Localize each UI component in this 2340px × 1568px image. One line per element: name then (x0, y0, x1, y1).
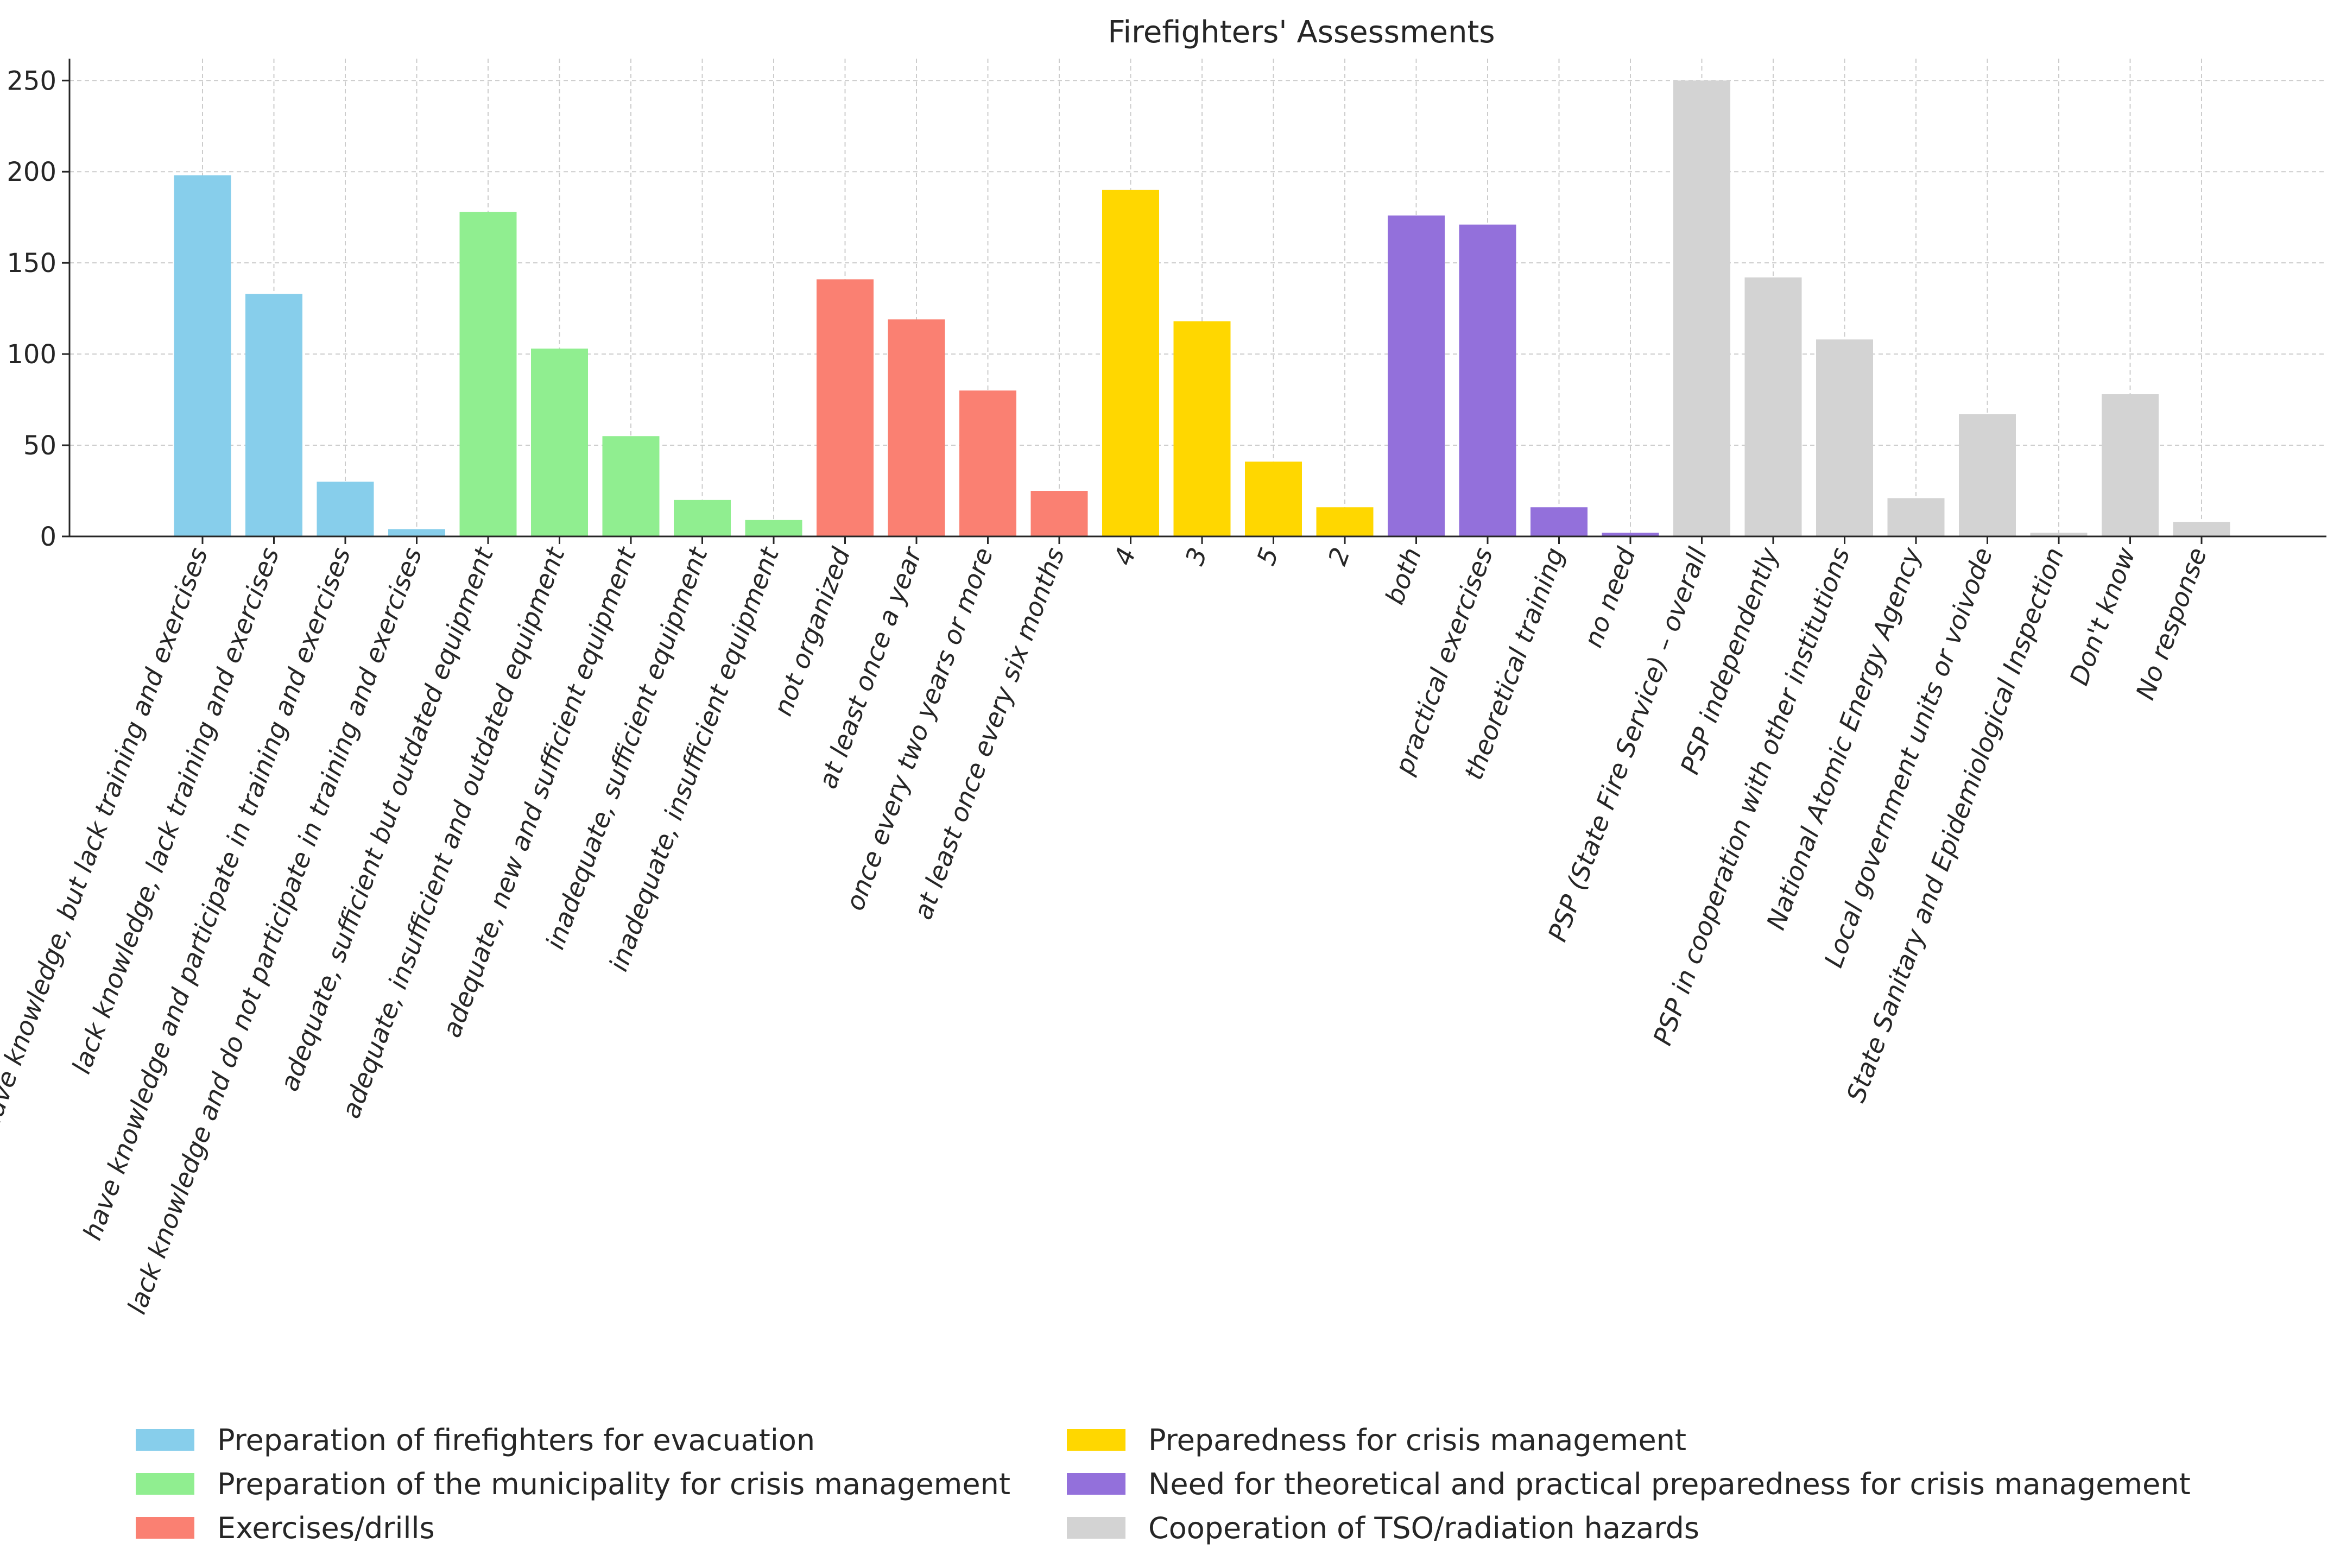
x-tick-label: have knowledge and participate in traini… (78, 544, 357, 1244)
bar (1887, 498, 1945, 536)
legend-swatch (136, 1517, 194, 1539)
bar (531, 349, 588, 536)
y-tick-label: 150 (7, 248, 56, 279)
y-tick-label: 200 (7, 157, 56, 187)
legend-swatch (1067, 1429, 1125, 1451)
bar (245, 294, 302, 536)
bar (1959, 414, 2016, 536)
bar (317, 482, 374, 536)
x-tick-label: both (1380, 544, 1427, 609)
legend-label: Preparation of the municipality for cris… (217, 1467, 1010, 1501)
bar (1816, 339, 1873, 536)
bar (1744, 277, 1802, 536)
x-tick-label: not organized (768, 543, 857, 719)
bar (888, 319, 945, 536)
legend-swatch (136, 1429, 194, 1451)
bars (174, 80, 2230, 537)
y-tick-label: 0 (40, 522, 56, 552)
x-tick-label: 2 (1323, 544, 1356, 570)
x-tick-label: 5 (1251, 544, 1285, 570)
x-tick-label: 4 (1109, 544, 1142, 570)
bar (602, 436, 660, 536)
y-tick-label: 50 (23, 431, 56, 461)
legend-label: Exercises/drills (217, 1511, 435, 1545)
bar (1316, 507, 1374, 536)
legend-label: Preparedness for crisis management (1148, 1423, 1686, 1457)
bar (1245, 461, 1302, 536)
chart-title: Firefighters' Assessments (1108, 15, 1495, 50)
bar (1531, 507, 1588, 536)
legend-swatch (136, 1473, 194, 1495)
bar (1388, 215, 1445, 536)
y-axis-ticks: 0 50 100 150 200 250 (7, 66, 69, 552)
bar (2173, 522, 2230, 536)
bar (2102, 394, 2159, 536)
bar (817, 279, 874, 536)
x-axis-ticks: have knowledge, but lack training and ex… (0, 536, 2213, 1318)
axes (68, 59, 2326, 538)
y-tick-label: 250 (7, 66, 56, 96)
x-tick-label: No response (2130, 544, 2213, 704)
legend-swatch (1067, 1473, 1125, 1495)
bar (459, 212, 517, 536)
bar (1459, 224, 1516, 536)
bar (745, 520, 802, 536)
bar (1602, 533, 1659, 536)
legend-label: Preparation of firefighters for evacuati… (217, 1423, 815, 1457)
x-tick-label: have knowledge, but lack training and ex… (0, 544, 214, 1136)
x-tick-label: 3 (1180, 544, 1213, 570)
legend-label: Need for theoretical and practical prepa… (1148, 1467, 2191, 1501)
bar (1173, 321, 1231, 536)
x-tick-label: no need (1578, 543, 1642, 651)
bar (388, 529, 445, 536)
bar (1673, 80, 1730, 536)
bar (674, 500, 731, 536)
x-tick-label: Don't know (2064, 543, 2142, 690)
y-tick-label: 100 (7, 339, 56, 370)
bar (1102, 189, 1159, 537)
legend-swatch (1067, 1517, 1125, 1539)
bar (1030, 491, 1088, 536)
bar (174, 175, 231, 537)
legend-label: Cooperation of TSO/radiation hazards (1148, 1511, 1699, 1545)
bar (959, 390, 1016, 536)
bar (2030, 533, 2088, 536)
legend: Preparation of firefighters for evacuati… (136, 1423, 2191, 1545)
